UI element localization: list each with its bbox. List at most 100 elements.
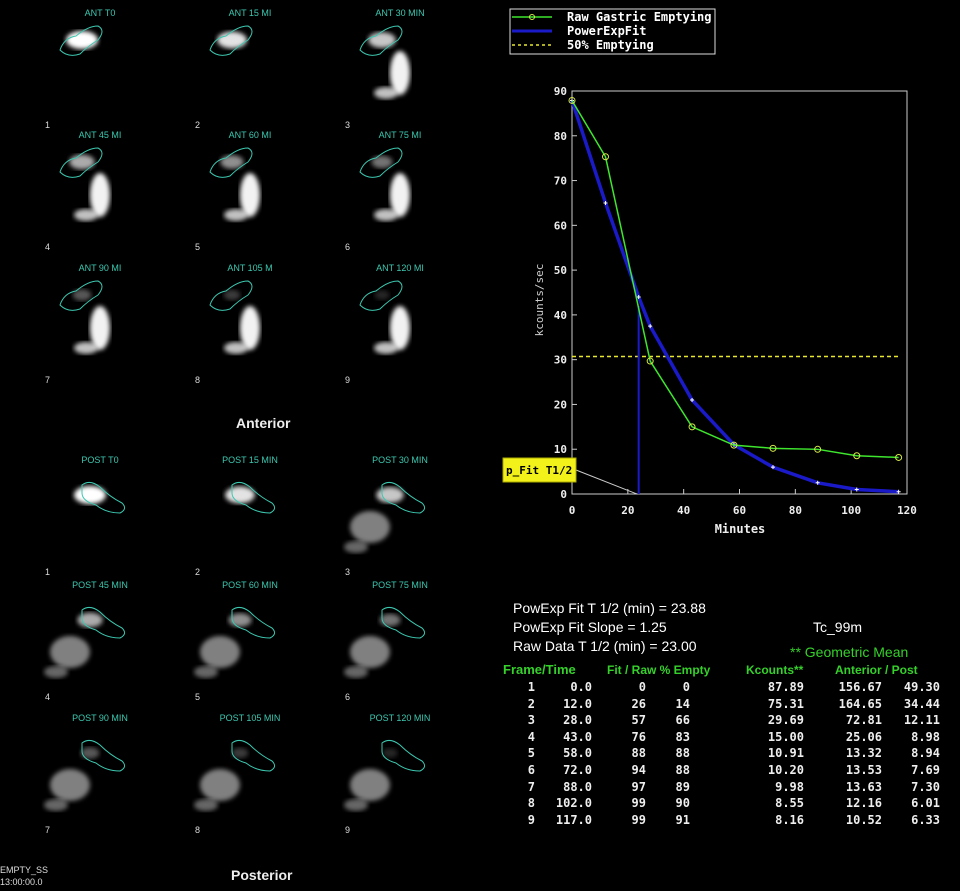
scan-frame[interactable]: POST 30 MIN 3 <box>300 455 450 588</box>
raw-point <box>646 357 654 365</box>
frame-label: POST 30 MIN <box>372 455 428 465</box>
intestinal-activity <box>344 541 368 553</box>
scan-frame[interactable]: POST 60 MIN 5 <box>150 580 300 713</box>
table-cell: 90 <box>675 796 690 811</box>
scintigraphy-image <box>344 606 426 678</box>
stomach-activity <box>66 31 98 49</box>
stomach-activity <box>371 155 393 169</box>
table-cell: 13.32 <box>845 746 882 761</box>
scintigraphy-image <box>344 739 426 811</box>
table-cell: 0.0 <box>570 680 592 694</box>
header-ant-post: Anterior / Post <box>835 663 918 677</box>
scan-frame[interactable]: ANT 120 MI 9 <box>300 263 450 396</box>
frame-label: POST 90 MIN <box>72 713 128 723</box>
table-cell: 87.89 <box>767 680 804 694</box>
scan-frame[interactable]: ANT 105 M 8 <box>150 263 300 396</box>
legend-fit-label: PowerExpFit <box>567 24 646 38</box>
scintigraphy-image <box>59 280 110 354</box>
table-cell: 26 <box>631 696 646 711</box>
study-name: EMPTY_SS <box>0 865 49 875</box>
stomach-activity <box>379 613 401 627</box>
intestinal-activity <box>44 666 68 678</box>
y-axis-label: kcounts/sec <box>533 264 546 337</box>
frame-label: POST 15 MIN <box>222 455 278 465</box>
table-cell: 10.52 <box>845 812 882 827</box>
x-tick-label: 60 <box>733 504 746 517</box>
table-cell: 88 <box>675 746 690 761</box>
frame-number: 1 <box>45 120 51 130</box>
frame-label: POST 120 MIN <box>369 713 431 723</box>
table-cell: 15.00 <box>767 729 804 744</box>
intestinal-activity <box>90 306 110 350</box>
stomach-activity <box>72 289 92 301</box>
table-cell: 7.69 <box>911 763 940 777</box>
frame-number: 2 <box>195 120 201 130</box>
scan-frame[interactable]: POST 15 MIN 2 <box>150 455 300 588</box>
y-tick-label: 50 <box>554 264 567 277</box>
fit-point <box>648 324 653 329</box>
roi-outline <box>81 606 126 639</box>
study-time: 13:00:00.0 <box>0 877 43 887</box>
y-tick-label: 90 <box>554 85 567 98</box>
scan-frame[interactable]: ANT T0 1 <box>0 8 150 141</box>
roi-outline <box>209 25 253 56</box>
scan-frame[interactable]: ANT 75 MI 6 <box>300 130 450 263</box>
table-cell: 83 <box>675 729 690 744</box>
x-tick-label: 100 <box>841 504 861 517</box>
frame-number: 9 <box>345 825 351 835</box>
scan-frame[interactable]: POST 75 MIN 6 <box>300 580 450 713</box>
raw-half-time: Raw Data T 1/2 (min) = 23.00 <box>513 638 697 654</box>
scan-frame[interactable]: ANT 30 MIN 3 <box>300 8 450 141</box>
frame-number: 5 <box>195 692 201 702</box>
table-cell: 88.0 <box>563 779 592 794</box>
roi-outline <box>359 25 403 56</box>
table-cell: 72.0 <box>563 763 592 777</box>
table-cell: 34.44 <box>903 696 940 711</box>
scan-frame[interactable]: ANT 15 MI 2 <box>150 8 300 141</box>
intestinal-activity <box>200 636 240 668</box>
table-cell: 9.98 <box>775 779 804 794</box>
scintigraphy-image <box>209 25 253 56</box>
stomach-activity <box>231 747 249 759</box>
fit-slope: PowExp Fit Slope = 1.25 <box>513 619 667 635</box>
intestinal-activity <box>50 769 90 801</box>
frame-number: 8 <box>195 825 201 835</box>
isotope-label: Tc_99m <box>813 619 863 635</box>
table-cell: 10.20 <box>767 763 804 777</box>
scan-frame[interactable]: POST 90 MIN 7 <box>0 713 150 846</box>
raw-point <box>895 453 903 461</box>
roi-outline <box>81 739 126 772</box>
table-cell: 8.94 <box>911 746 940 761</box>
scan-frame[interactable]: POST 120 MIN 9 <box>300 713 450 846</box>
table-cell: 8.16 <box>775 812 804 827</box>
half-time-callout <box>502 457 577 483</box>
intestinal-activity <box>74 209 98 221</box>
scan-frame[interactable]: ANT 90 MI 7 <box>0 263 150 396</box>
scan-frame[interactable]: ANT 45 MI 4 <box>0 130 150 263</box>
frame-number: 5 <box>195 242 201 252</box>
table-cell: 0 <box>682 680 690 694</box>
table-cell: 5 <box>527 746 535 761</box>
y-tick-label: 60 <box>554 219 567 232</box>
table-cell: 102.0 <box>555 796 592 811</box>
intestinal-activity <box>374 342 398 354</box>
table-cell: 66 <box>675 713 690 728</box>
table-cell: 117.0 <box>555 812 592 827</box>
scan-frame[interactable]: POST T0 1 <box>0 455 150 588</box>
scan-frame[interactable]: POST 105 MIN 8 <box>150 713 300 846</box>
table-cell: 2 <box>527 696 535 711</box>
y-tick-label: 80 <box>554 130 567 143</box>
scan-frame[interactable]: POST 45 MIN 4 <box>0 580 150 713</box>
anterior-title: Anterior <box>236 415 291 431</box>
table-cell: 7.30 <box>911 779 940 794</box>
y-tick-label: 20 <box>554 398 567 411</box>
fit-half-time: PowExp Fit T 1/2 (min) = 23.88 <box>513 600 706 616</box>
scan-frame[interactable]: ANT 60 MI 5 <box>150 130 300 263</box>
raw-point <box>602 153 609 161</box>
frame-number: 4 <box>45 242 51 252</box>
roi-outline <box>359 280 403 311</box>
table-cell: 75.31 <box>767 696 804 711</box>
scintigraphy-image <box>74 481 126 514</box>
table-cell: 88 <box>631 746 646 761</box>
stomach-activity <box>376 487 404 503</box>
